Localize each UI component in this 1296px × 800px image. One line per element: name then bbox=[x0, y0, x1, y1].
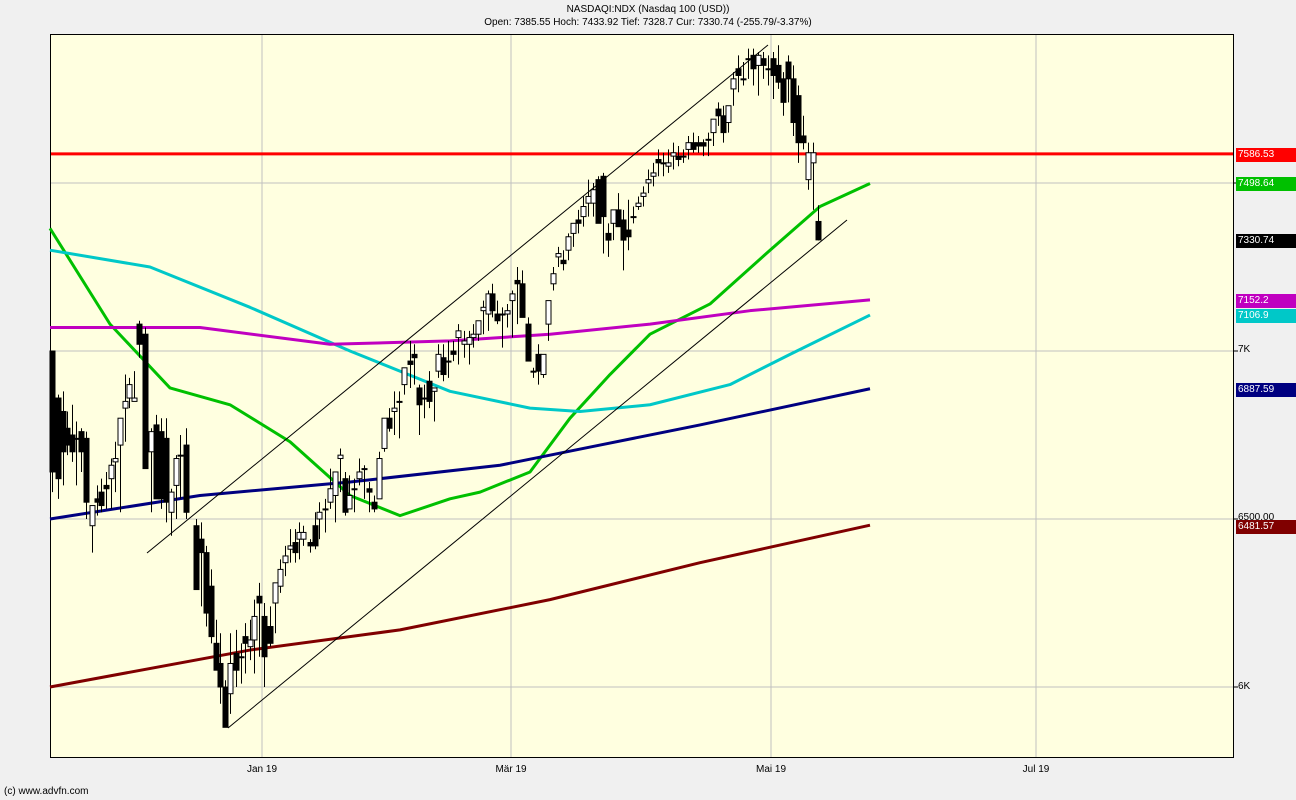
current-price-tag: 7330.74 bbox=[1236, 234, 1296, 248]
x-tick-jul: Jul 19 bbox=[1022, 764, 1050, 775]
y-tick-6500: 6500.00 bbox=[1238, 512, 1275, 523]
y-tick-6k: 6K bbox=[1238, 681, 1251, 692]
ma-cyan-tag: 7106.9 bbox=[1236, 309, 1296, 323]
resistance-tag: 7586.53 bbox=[1236, 148, 1296, 162]
y-tick-7k: 7K bbox=[1238, 344, 1251, 355]
chart-title: NASDAQI:NDX (Nasdaq 100 (USD)) bbox=[566, 4, 730, 15]
ma-maroon-tag: 6481.57 bbox=[1236, 520, 1296, 534]
quote-summary: Open: 7385.55 Hoch: 7433.92 Tief: 7328.7… bbox=[484, 17, 812, 28]
ma-navy-tag: 6887.59 bbox=[1236, 383, 1296, 397]
x-tick-jan: Jan 19 bbox=[246, 764, 278, 775]
ma-green-tag: 7498.64 bbox=[1236, 177, 1296, 191]
x-tick-mai: Mai 19 bbox=[755, 764, 787, 775]
copyright: (c) www.advfn.com bbox=[4, 786, 89, 797]
ma-magenta-tag: 7152.2 bbox=[1236, 294, 1296, 308]
x-tick-mar: Mär 19 bbox=[495, 764, 527, 775]
